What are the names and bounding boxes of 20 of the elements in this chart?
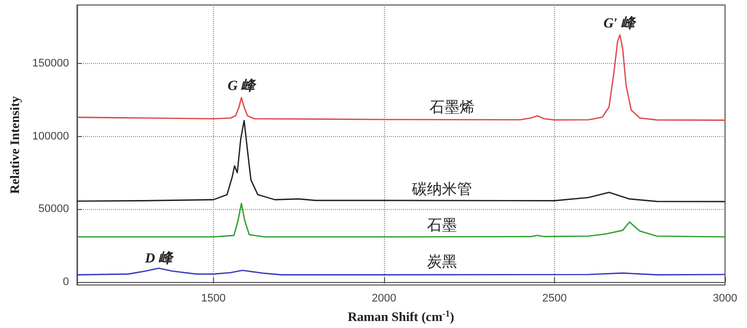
x-tick-label: 3000: [712, 292, 738, 304]
annotation: G′ 峰: [603, 15, 638, 32]
series-label: 石墨: [426, 216, 457, 234]
y-tick-label: 150000: [32, 57, 69, 70]
series-label: 炭黑: [426, 252, 457, 271]
x-tick-label: 1500: [201, 292, 226, 304]
y-tick-label: 50000: [38, 203, 69, 216]
y-tick-label: 0: [62, 276, 69, 288]
y-tick-label: 100000: [32, 130, 69, 142]
series-label: 碳纳米管: [410, 180, 472, 198]
line-series: [76, 120, 726, 202]
y-axis-title: Relative Intensity: [7, 96, 22, 194]
annotation: D 峰: [144, 250, 175, 266]
line-series: [76, 268, 726, 276]
line-series: [76, 202, 726, 238]
series-label: 石墨烯: [430, 98, 475, 116]
x-tick-label: 2500: [542, 292, 567, 304]
annotation: G 峰: [228, 78, 258, 94]
line-series: [76, 34, 726, 121]
x-tick-label: 2000: [372, 292, 396, 304]
